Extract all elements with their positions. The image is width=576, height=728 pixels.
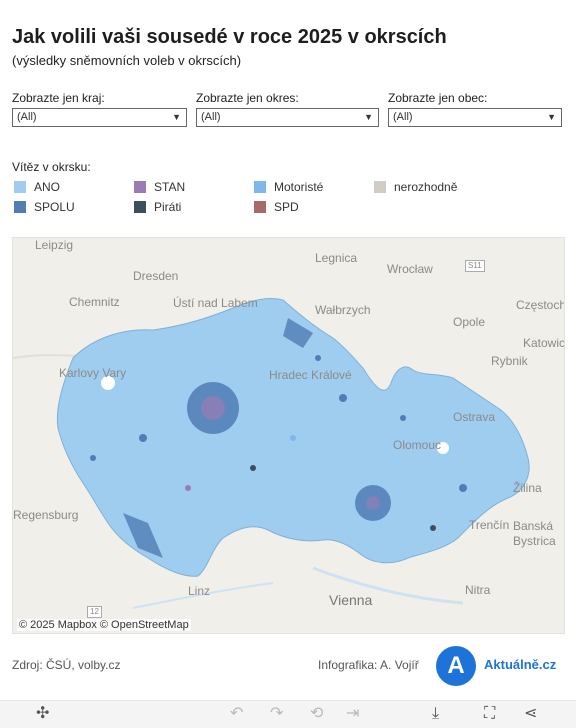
dropdown-arrow-icon[interactable]: ▼ — [547, 112, 556, 122]
legend-label: nerozhodně — [394, 180, 458, 194]
legend-item-spd[interactable]: SPD — [254, 200, 299, 214]
undo-icon[interactable]: ↶ — [230, 705, 244, 722]
legend-label: Motoristé — [274, 180, 324, 194]
road-shield: 12 — [87, 606, 102, 618]
city-label: Vienna — [329, 592, 373, 608]
city-label: Regensburg — [13, 508, 79, 522]
city-label: Trenčín — [469, 518, 510, 532]
city-label: Opole — [453, 315, 486, 329]
legend-swatch — [14, 181, 26, 193]
legend-label: SPD — [274, 200, 299, 214]
legend-item-ano[interactable]: ANO — [14, 180, 60, 194]
city-label: Rybnik — [491, 354, 528, 368]
source-text: Zdroj: ČSÚ, volby.cz — [12, 658, 121, 672]
filter-okres-dropdown[interactable]: (All) ▼ — [196, 108, 379, 127]
city-label: Olomouc — [393, 438, 442, 452]
page-title: Jak volili vaši sousedé v roce 2025 v ok… — [12, 26, 447, 48]
city-label: Ústí nad Labem — [173, 296, 258, 310]
city-label: Legnica — [315, 251, 358, 265]
pause-icon[interactable]: ⇥ — [346, 705, 360, 722]
page-subtitle: (výsledky sněmovních voleb v okrscích) — [12, 53, 242, 68]
city-label: Ostrava — [453, 410, 496, 424]
city-label: Banská Bystrica — [513, 519, 556, 548]
city-label: Katowice — [523, 336, 565, 350]
fullscreen-icon[interactable]: ⛶ — [484, 705, 496, 722]
filter-okres-label: Zobrazte jen okres: — [196, 91, 299, 105]
filter-kraj-dropdown[interactable]: (All) ▼ — [12, 108, 187, 127]
legend-label: ANO — [34, 180, 61, 194]
legend-swatch — [254, 201, 266, 213]
map-credits[interactable]: © 2025 Mapbox © OpenStreetMap — [17, 619, 191, 631]
legend-item-stan[interactable]: STAN — [134, 180, 185, 194]
filter-obec: Zobrazte jen obec: (All) ▼ — [388, 91, 562, 127]
city-label: Wałbrzych — [315, 303, 371, 317]
filter-obec-dropdown[interactable]: (All) ▼ — [388, 108, 562, 127]
legend-swatch — [374, 181, 386, 193]
city-label: Linz — [188, 584, 211, 598]
filter-obec-value: (All) — [393, 111, 413, 123]
dropdown-arrow-icon[interactable]: ▼ — [172, 112, 181, 122]
aktualne-logo-icon[interactable]: A — [436, 646, 476, 686]
filter-okres-value: (All) — [201, 111, 221, 123]
filter-kraj-label: Zobrazte jen kraj: — [12, 91, 105, 105]
legend-title: Vítěz v okrsku: — [12, 160, 91, 174]
legend-label: SPOLU — [34, 200, 75, 214]
city-label: Žilina — [513, 481, 542, 495]
city-label: Częstochowa — [516, 298, 565, 312]
city-label: Leipzig — [35, 238, 74, 252]
share-icon[interactable]: ⋖ — [524, 705, 538, 722]
revert-icon[interactable]: ⟲ — [310, 705, 324, 722]
map-canvas[interactable] — [13, 238, 564, 633]
city-label: Wrocław — [387, 262, 433, 276]
download-icon[interactable]: ⤓ — [432, 705, 440, 722]
author-text: Infografika: A. Vojíř — [318, 658, 419, 672]
filter-kraj-value: (All) — [17, 111, 37, 123]
legend-swatch — [134, 181, 146, 193]
city-label: Chemnitz — [69, 295, 120, 309]
legend-item-nerozhodne[interactable]: nerozhodně — [374, 180, 457, 194]
city-label: Hradec Králové — [269, 368, 352, 382]
tableau-logo-icon[interactable]: ✣ — [36, 705, 50, 722]
city-label: Karlovy Vary — [59, 366, 127, 380]
filter-okres: Zobrazte jen okres: (All) ▼ — [196, 91, 379, 127]
legend-swatch — [254, 181, 266, 193]
election-map[interactable]: Leipzig Dresden Chemnitz Ústí nad Labem … — [12, 237, 565, 634]
legend-item-pirati[interactable]: Piráti — [134, 200, 181, 214]
filter-obec-label: Zobrazte jen obec: — [388, 91, 488, 105]
road-shield: S11 — [465, 260, 485, 272]
city-label: Nitra — [465, 583, 491, 597]
legend-item-motoriste[interactable]: Motoristé — [254, 180, 323, 194]
city-label: Dresden — [133, 269, 179, 283]
brand-link[interactable]: Aktuálně.cz — [484, 657, 557, 672]
redo-icon[interactable]: ↷ — [270, 705, 284, 722]
filter-kraj: Zobrazte jen kraj: (All) ▼ — [12, 91, 187, 127]
legend-item-spolu[interactable]: SPOLU — [14, 200, 75, 214]
legend-label: Piráti — [154, 200, 182, 214]
legend-label: STAN — [154, 180, 186, 194]
legend-swatch — [134, 201, 146, 213]
dropdown-arrow-icon[interactable]: ▼ — [364, 112, 373, 122]
viz-toolbar: ✣ ↶ ↷ ⟲ ⇥ ⤓ ⛶ ⋖ — [0, 700, 576, 728]
legend-swatch — [14, 201, 26, 213]
